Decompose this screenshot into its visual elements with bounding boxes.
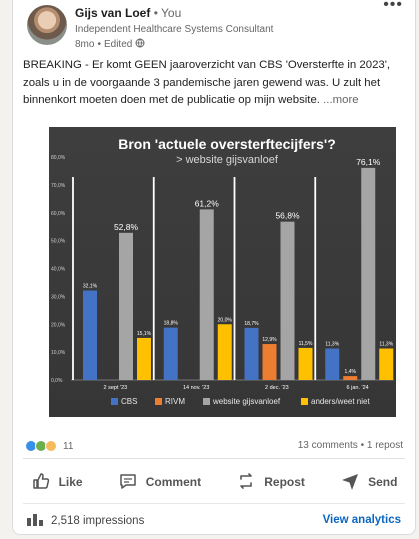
post-text: BREAKING - Er komt GEEN jaaroverzicht va… bbox=[23, 57, 411, 110]
send-button[interactable]: Send bbox=[340, 471, 397, 494]
legend-swatch bbox=[155, 398, 162, 405]
bar-anders-weet-niet bbox=[217, 324, 232, 380]
action-bar: Like Comment Repost Send bbox=[13, 464, 415, 500]
y-tick-label: 40,0% bbox=[51, 267, 66, 273]
repost-button[interactable]: Repost bbox=[236, 471, 305, 494]
data-label: 11,5% bbox=[299, 341, 313, 347]
data-label: 11,3% bbox=[325, 342, 339, 348]
bar-rivm bbox=[343, 376, 358, 380]
bar-cbs bbox=[83, 290, 97, 380]
like-button[interactable]: Like bbox=[31, 471, 83, 494]
data-label: 61,2% bbox=[195, 198, 220, 208]
data-label: 20,0% bbox=[218, 317, 233, 323]
legend-label: RIVM bbox=[165, 397, 185, 406]
author-name[interactable]: Gijs van Loef bbox=[75, 6, 151, 20]
chart-subtitle: > website gijsvanloef bbox=[176, 154, 279, 166]
author-relation: You bbox=[161, 6, 182, 20]
bar-chart-icon bbox=[27, 512, 43, 529]
legend-swatch bbox=[203, 398, 210, 405]
y-tick-label: 30,0% bbox=[51, 294, 66, 300]
engagement-separator: • bbox=[360, 440, 365, 451]
y-tick-label: 80,0% bbox=[51, 155, 66, 161]
y-tick-label: 70,0% bbox=[51, 183, 66, 189]
more-options-icon[interactable]: ••• bbox=[383, 0, 403, 13]
comment-button[interactable]: Comment bbox=[118, 471, 201, 494]
see-more-link[interactable]: ...more bbox=[323, 94, 359, 106]
data-label: 18,7% bbox=[244, 321, 259, 327]
data-label: 12,9% bbox=[262, 337, 277, 343]
view-analytics-link[interactable]: View analytics bbox=[322, 514, 401, 526]
send-label: Send bbox=[368, 475, 398, 489]
x-category-label: 6 jan. '24 bbox=[347, 385, 369, 391]
x-category-label: 14 nov. '23 bbox=[183, 385, 209, 391]
x-category-label: 2 sept '23 bbox=[104, 385, 128, 391]
bar-website-gijsvanloef bbox=[199, 209, 214, 380]
author-headline: Independent Healthcare Systems Consultan… bbox=[75, 24, 274, 35]
bar-website-gijsvanloef bbox=[119, 232, 133, 380]
post-card: Gijs van Loef • You Independent Healthca… bbox=[12, 0, 416, 535]
comment-label: Comment bbox=[145, 475, 202, 489]
impressions-count: 2,518 impressions bbox=[51, 514, 145, 527]
data-label: 56,8% bbox=[275, 211, 300, 221]
legend-label: CBS bbox=[121, 397, 137, 406]
thumbs-up-icon bbox=[31, 471, 51, 494]
y-tick-label: 50,0% bbox=[51, 239, 66, 245]
post-image-chart[interactable]: Bron 'actuele oversterftecijfers'? > web… bbox=[49, 127, 396, 417]
post-age: 8mo bbox=[75, 39, 95, 50]
comments-count[interactable]: 13 comments bbox=[297, 440, 358, 451]
y-tick-label: 60,0% bbox=[51, 211, 66, 217]
bar-website-gijsvanloef bbox=[361, 167, 376, 380]
bar-cbs bbox=[325, 348, 340, 380]
author-line: Gijs van Loef • You bbox=[75, 6, 181, 20]
x-category-label: 2 dec. '23 bbox=[265, 385, 289, 391]
data-label: 76,1% bbox=[356, 157, 381, 167]
bar-cbs bbox=[163, 327, 178, 380]
bar-cbs bbox=[244, 327, 259, 380]
author-avatar[interactable] bbox=[27, 5, 67, 45]
repost-label: Repost bbox=[264, 475, 305, 489]
reposts-count[interactable]: 1 repost bbox=[366, 440, 403, 451]
author-separator: • bbox=[153, 6, 158, 20]
y-tick-label: 10,0% bbox=[51, 350, 66, 356]
legend-label: anders/weet niet bbox=[311, 397, 370, 406]
bar-anders-weet-niet bbox=[298, 347, 313, 380]
impressions-stat[interactable]: 2,518 impressions bbox=[27, 512, 144, 529]
divider bbox=[23, 458, 405, 459]
divider bbox=[23, 503, 405, 504]
meta-separator: • bbox=[97, 39, 101, 50]
insightful-reaction-icon bbox=[45, 440, 57, 452]
data-label: 18,8% bbox=[164, 321, 179, 327]
y-tick-label: 20,0% bbox=[51, 322, 66, 328]
reactions-summary[interactable]: 11 bbox=[25, 440, 73, 452]
bar-anders-weet-niet bbox=[137, 337, 151, 380]
comment-icon bbox=[118, 471, 138, 494]
post-meta: 8mo • Edited bbox=[75, 38, 145, 51]
reactions-count: 11 bbox=[63, 440, 74, 452]
globe-icon bbox=[135, 38, 145, 51]
legend-swatch bbox=[301, 398, 308, 405]
data-label: 11,3% bbox=[379, 342, 393, 348]
bar-website-gijsvanloef bbox=[280, 221, 295, 380]
repost-icon bbox=[236, 471, 256, 494]
data-label: 32,1% bbox=[83, 284, 98, 290]
legend-label: website gijsvanloef bbox=[212, 397, 281, 406]
like-label: Like bbox=[58, 475, 83, 489]
legend-swatch bbox=[111, 398, 118, 405]
send-icon bbox=[340, 471, 360, 494]
y-tick-label: 0,0% bbox=[51, 378, 63, 384]
post-body: BREAKING - Er komt GEEN jaaroverzicht va… bbox=[23, 59, 391, 106]
data-label: 1,4% bbox=[345, 369, 357, 375]
bar-rivm bbox=[262, 344, 277, 380]
bar-anders-weet-niet bbox=[379, 348, 394, 380]
engagement-counts: 13 comments • 1 repost bbox=[298, 440, 403, 451]
data-label: 15,1% bbox=[137, 331, 152, 337]
chart-title: Bron 'actuele oversterftecijfers'? bbox=[118, 136, 336, 152]
data-label: 52,8% bbox=[114, 222, 139, 232]
post-edited: Edited bbox=[103, 39, 133, 50]
bar-chart: Bron 'actuele oversterftecijfers'? > web… bbox=[51, 136, 394, 406]
